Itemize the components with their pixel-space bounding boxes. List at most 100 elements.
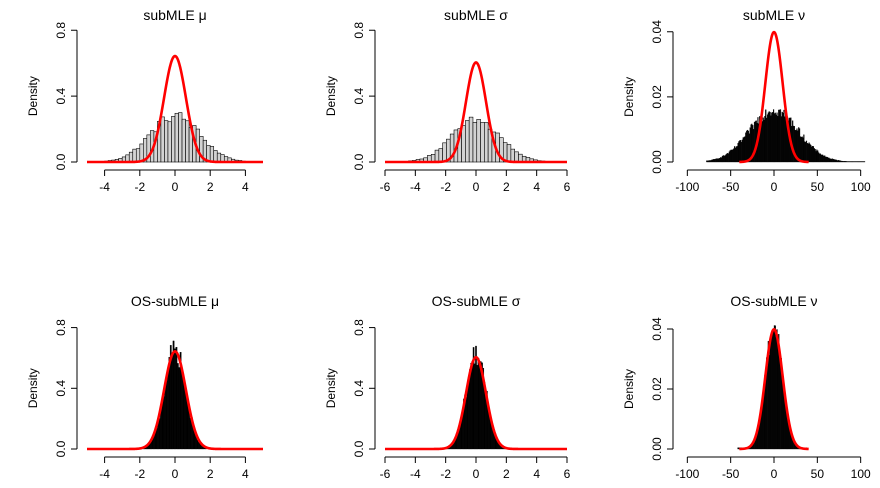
y-tick-label: 0.0 — [352, 440, 366, 457]
y-tick-label: 0.0 — [352, 153, 366, 170]
histogram-bar — [465, 397, 468, 450]
density-curve — [739, 327, 809, 451]
x-tick-label: 6 — [564, 467, 571, 481]
x-tick-label: -6 — [380, 467, 391, 481]
y-axis-label: Density — [622, 369, 636, 409]
histogram-bars — [737, 325, 808, 450]
histogram-bar — [167, 368, 169, 450]
histogram-bar — [171, 116, 176, 163]
x-tick-label: 0 — [172, 180, 179, 194]
panel-title: subMLE μ — [143, 7, 206, 23]
density-curve — [87, 349, 263, 451]
panel-title: OS-subMLE σ — [432, 293, 521, 309]
histogram-bar — [164, 387, 166, 450]
histogram-bar — [506, 144, 512, 163]
histogram-bar — [434, 149, 440, 163]
density-curve — [385, 61, 567, 164]
histogram-bar — [135, 148, 141, 163]
panel-1: subMLE μ -4 -2 0 2 4 0.0 0.4 0.8 Density — [26, 7, 263, 194]
x-tick-label: 6 — [564, 180, 571, 194]
histogram-bars — [442, 345, 510, 450]
histogram-bar — [128, 151, 134, 163]
histogram-bar — [470, 362, 472, 450]
histogram-bar — [158, 418, 161, 450]
histogram-bar — [167, 121, 172, 163]
panel-3: subMLE ν -100 -50 0 50 100 0.00 0.02 0.04 Density — [622, 7, 871, 194]
histogram-bar — [213, 150, 218, 163]
histogram-bar — [165, 380, 168, 450]
histogram-bar — [164, 120, 169, 163]
y-tick-label: 0.8 — [352, 22, 366, 39]
histogram-bar — [176, 363, 179, 450]
y-tick-label: 0.4 — [352, 87, 366, 104]
histogram-bar — [178, 112, 183, 163]
histogram-bar — [863, 161, 866, 163]
x-tick-label: 4 — [533, 467, 540, 481]
histogram-bar — [469, 369, 471, 450]
histogram-bar — [484, 122, 489, 163]
y-tick-label: 0.04 — [650, 20, 664, 44]
histogram-bar — [160, 116, 165, 163]
x-tick-label: 50 — [811, 180, 825, 194]
x-tick-label: 0 — [771, 467, 778, 481]
x-tick-label: 2 — [207, 467, 214, 481]
x-tick-label: -2 — [134, 180, 145, 194]
y-tick-label: 0.8 — [54, 319, 68, 336]
x-tick-label: 0 — [473, 467, 480, 481]
x-tick-label: 2 — [503, 467, 510, 481]
histogram-bar — [475, 345, 477, 450]
histogram-bars — [143, 340, 207, 450]
x-tick-label: -2 — [134, 467, 145, 481]
y-axis-label: Density — [324, 76, 338, 116]
histogram-bar — [172, 340, 175, 450]
histogram-bar — [132, 148, 137, 163]
x-tick-label: -4 — [99, 467, 110, 481]
y-tick-label: 0.00 — [650, 437, 664, 461]
density-curve — [87, 54, 263, 164]
histogram-bar — [162, 396, 165, 450]
y-tick-label: 0.4 — [352, 380, 366, 397]
histogram-bar — [461, 125, 466, 163]
histogram-bar — [182, 376, 185, 450]
y-tick-label: 0.4 — [54, 87, 68, 104]
y-axis-label: Density — [26, 368, 40, 408]
histogram-bar — [476, 364, 478, 450]
x-tick-label: 2 — [503, 180, 510, 194]
panel-title: subMLE σ — [444, 7, 508, 23]
histogram-bar — [472, 121, 478, 163]
panel-5: OS-subMLE σ -6 -4 -2 0 2 4 6 0.0 0.4 0.8 Density — [324, 293, 571, 481]
y-axis-label: Density — [622, 77, 636, 117]
y-tick-label: 0.00 — [650, 150, 664, 174]
histogram-bar — [185, 120, 190, 163]
panel-title: OS-subMLE μ — [131, 293, 219, 309]
histogram-bar — [160, 409, 162, 450]
x-tick-label: -2 — [440, 180, 451, 194]
x-tick-label: -4 — [410, 180, 421, 194]
x-tick-label: 0 — [473, 180, 480, 194]
y-axis-label: Density — [26, 76, 40, 116]
histogram-bar — [209, 146, 215, 163]
histogram-bar — [175, 346, 178, 450]
x-tick-label: 2 — [207, 180, 214, 194]
x-tick-label: -50 — [722, 467, 740, 481]
histogram-bar — [174, 348, 176, 450]
panel-title: subMLE ν — [743, 7, 805, 23]
histogram-bars — [396, 116, 557, 163]
histogram-bar — [510, 148, 515, 163]
x-tick-label: 4 — [242, 467, 249, 481]
density-curve — [739, 30, 809, 164]
x-tick-label: 0 — [172, 467, 179, 481]
histogram-bar — [438, 148, 443, 163]
y-tick-label: 0.4 — [54, 380, 68, 397]
histogram-bar — [189, 417, 192, 450]
histogram-bar — [171, 353, 174, 450]
histogram-bar — [476, 119, 481, 163]
histogram-bars — [93, 112, 257, 163]
x-tick-label: -6 — [380, 180, 391, 194]
x-tick-label: 50 — [811, 467, 825, 481]
panel-title: OS-subMLE ν — [730, 293, 817, 309]
panel-6: OS-subMLE ν -100 -50 0 50 100 0.00 0.02 0.04 Dens… — [622, 293, 871, 481]
density-curve — [385, 355, 567, 451]
histogram-bar — [155, 428, 158, 450]
